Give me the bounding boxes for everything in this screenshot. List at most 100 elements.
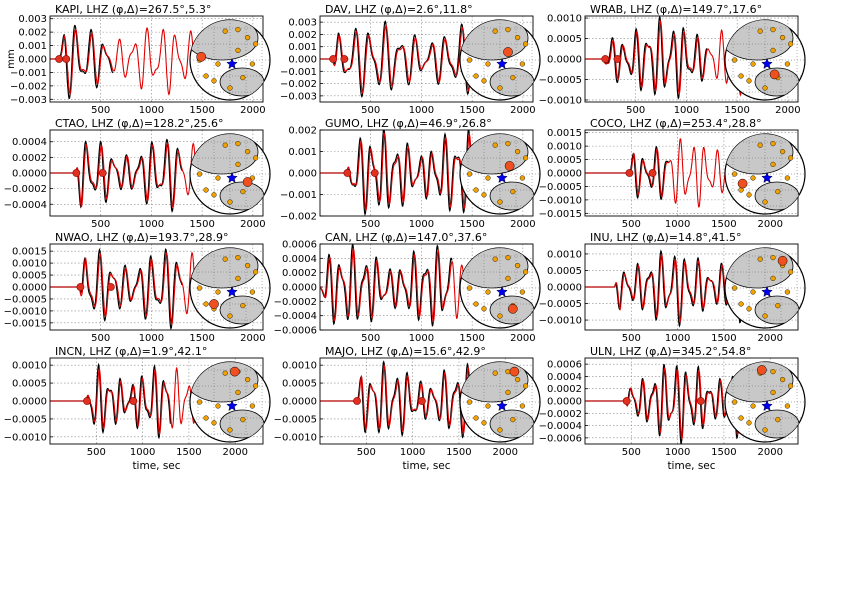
station-dot: [510, 189, 516, 195]
pick-marker: [625, 169, 634, 177]
x-tick-label: 1000: [665, 447, 690, 458]
event-star-icon: [496, 285, 508, 297]
station-dot: [519, 61, 526, 67]
station-dot: [519, 403, 526, 409]
panel-can: 500 1000 1500 2000 0.0006 0.0004 0.0002 0.0000 −…: [274, 231, 541, 344]
station-dot: [505, 275, 511, 282]
station-dot: [731, 171, 738, 177]
y-tick-label: 0.0015: [547, 128, 582, 139]
station-dot: [738, 301, 744, 307]
y-tick-label: −0.0006: [539, 433, 582, 444]
y-tick-label: −0.0010: [539, 95, 582, 106]
station-dot: [253, 383, 259, 389]
y-tick-label: −0.0005: [4, 414, 47, 425]
x-tick-label: 500: [361, 219, 380, 230]
globe-inset: [724, 19, 806, 101]
x-tick-label: 500: [622, 447, 641, 458]
station-dot: [235, 389, 241, 396]
station-dot: [505, 141, 511, 147]
x-tick-label: 1000: [400, 447, 425, 458]
x-tick-label: 500: [361, 333, 380, 344]
station-dot: [787, 383, 794, 389]
traces: [50, 362, 203, 440]
pick-marker: [329, 55, 338, 63]
station-highlight: [242, 177, 253, 187]
station-dot: [497, 199, 503, 205]
station-highlight: [737, 178, 748, 189]
station-dot: [750, 289, 756, 295]
panel-title: CTAO, LHZ (φ,Δ)=128.2°,25.6°: [55, 117, 224, 130]
y-tick-label: 0.0006: [282, 240, 317, 251]
observed-trace: [320, 20, 473, 98]
station-dot: [215, 175, 221, 181]
y-tick-label: 0.0000: [547, 55, 582, 66]
x-tick-label: 1000: [665, 219, 690, 230]
y-tick-label: 0.001: [288, 147, 317, 158]
station-dot: [510, 74, 516, 81]
globe-inset: [189, 133, 271, 215]
panel-title: INCN, LHZ (φ,Δ)=1.9°,42.1°: [55, 345, 207, 358]
panel-ctao: 500 1000 1500 2000 0.0004 0.0002 0.0000 −0.0002…: [4, 117, 271, 230]
globe-inset: [724, 247, 806, 329]
y-tick-label: 0.003: [288, 18, 317, 29]
globe-inset: [724, 361, 806, 443]
x-tick-label: 500: [626, 105, 645, 116]
station-dot: [497, 313, 503, 319]
y-tick-label: −0.0004: [274, 311, 317, 322]
station-dot: [522, 41, 529, 47]
station-dot: [787, 41, 794, 47]
y-tick-label: −0.0015: [539, 209, 582, 220]
station-dot: [467, 171, 473, 177]
event-star-icon: [496, 57, 508, 69]
event-star-icon: [496, 171, 508, 183]
panel-title: COCO, LHZ (φ,Δ)=253.4°,28.8°: [590, 117, 762, 130]
station-dot: [770, 27, 776, 33]
station-dot: [775, 417, 781, 423]
station-highlight: [196, 51, 207, 62]
y-tick-label: 0.0010: [547, 142, 582, 153]
y-tick-label: 0.0005: [547, 266, 582, 277]
pick-marker: [76, 283, 85, 291]
station-dot: [235, 161, 241, 168]
synthetic-trace: [585, 253, 748, 323]
station-dot: [522, 155, 529, 161]
x-tick-label: 500: [622, 219, 641, 230]
y-tick-label: −0.0005: [539, 182, 582, 193]
station-dot: [211, 420, 217, 426]
station-dot: [762, 313, 768, 319]
x-tick-label: 1500: [459, 333, 484, 344]
traces: [50, 24, 208, 100]
station-dot: [253, 41, 259, 47]
y-tick-label: 0.0005: [282, 379, 317, 390]
station-dot: [731, 57, 738, 63]
station-dot: [253, 269, 259, 275]
station-dot: [211, 192, 217, 198]
x-tick-label: 1500: [189, 105, 214, 116]
synthetic-trace: [320, 24, 473, 94]
station-dot: [505, 255, 511, 261]
station-dot: [787, 155, 794, 161]
y-tick-label: −0.001: [280, 67, 317, 78]
y-tick-label: 0.0015: [12, 247, 47, 258]
event-star-icon: [761, 171, 773, 183]
station-dot: [738, 73, 744, 79]
globe-inset: [459, 247, 541, 329]
station-dot: [240, 74, 246, 81]
x-tick-label: 2000: [240, 219, 265, 230]
event-star-icon: [761, 399, 773, 411]
y-tick-label: −0.0002: [274, 297, 317, 308]
x-tick-label: 1500: [711, 447, 736, 458]
station-dot: [211, 78, 217, 84]
station-dot: [770, 369, 776, 375]
station-dot: [770, 275, 776, 282]
synthetic-trace: [320, 248, 473, 323]
traces: [585, 16, 743, 100]
station-dot: [235, 27, 241, 33]
station-dot: [467, 57, 473, 63]
station-dot: [779, 34, 786, 41]
x-tick-label: 1000: [130, 447, 155, 458]
y-tick-label: 0.0005: [12, 271, 47, 282]
traces: [50, 248, 208, 330]
x-tick-label: 1500: [711, 333, 736, 344]
y-tick-label: 0.002: [288, 30, 317, 41]
